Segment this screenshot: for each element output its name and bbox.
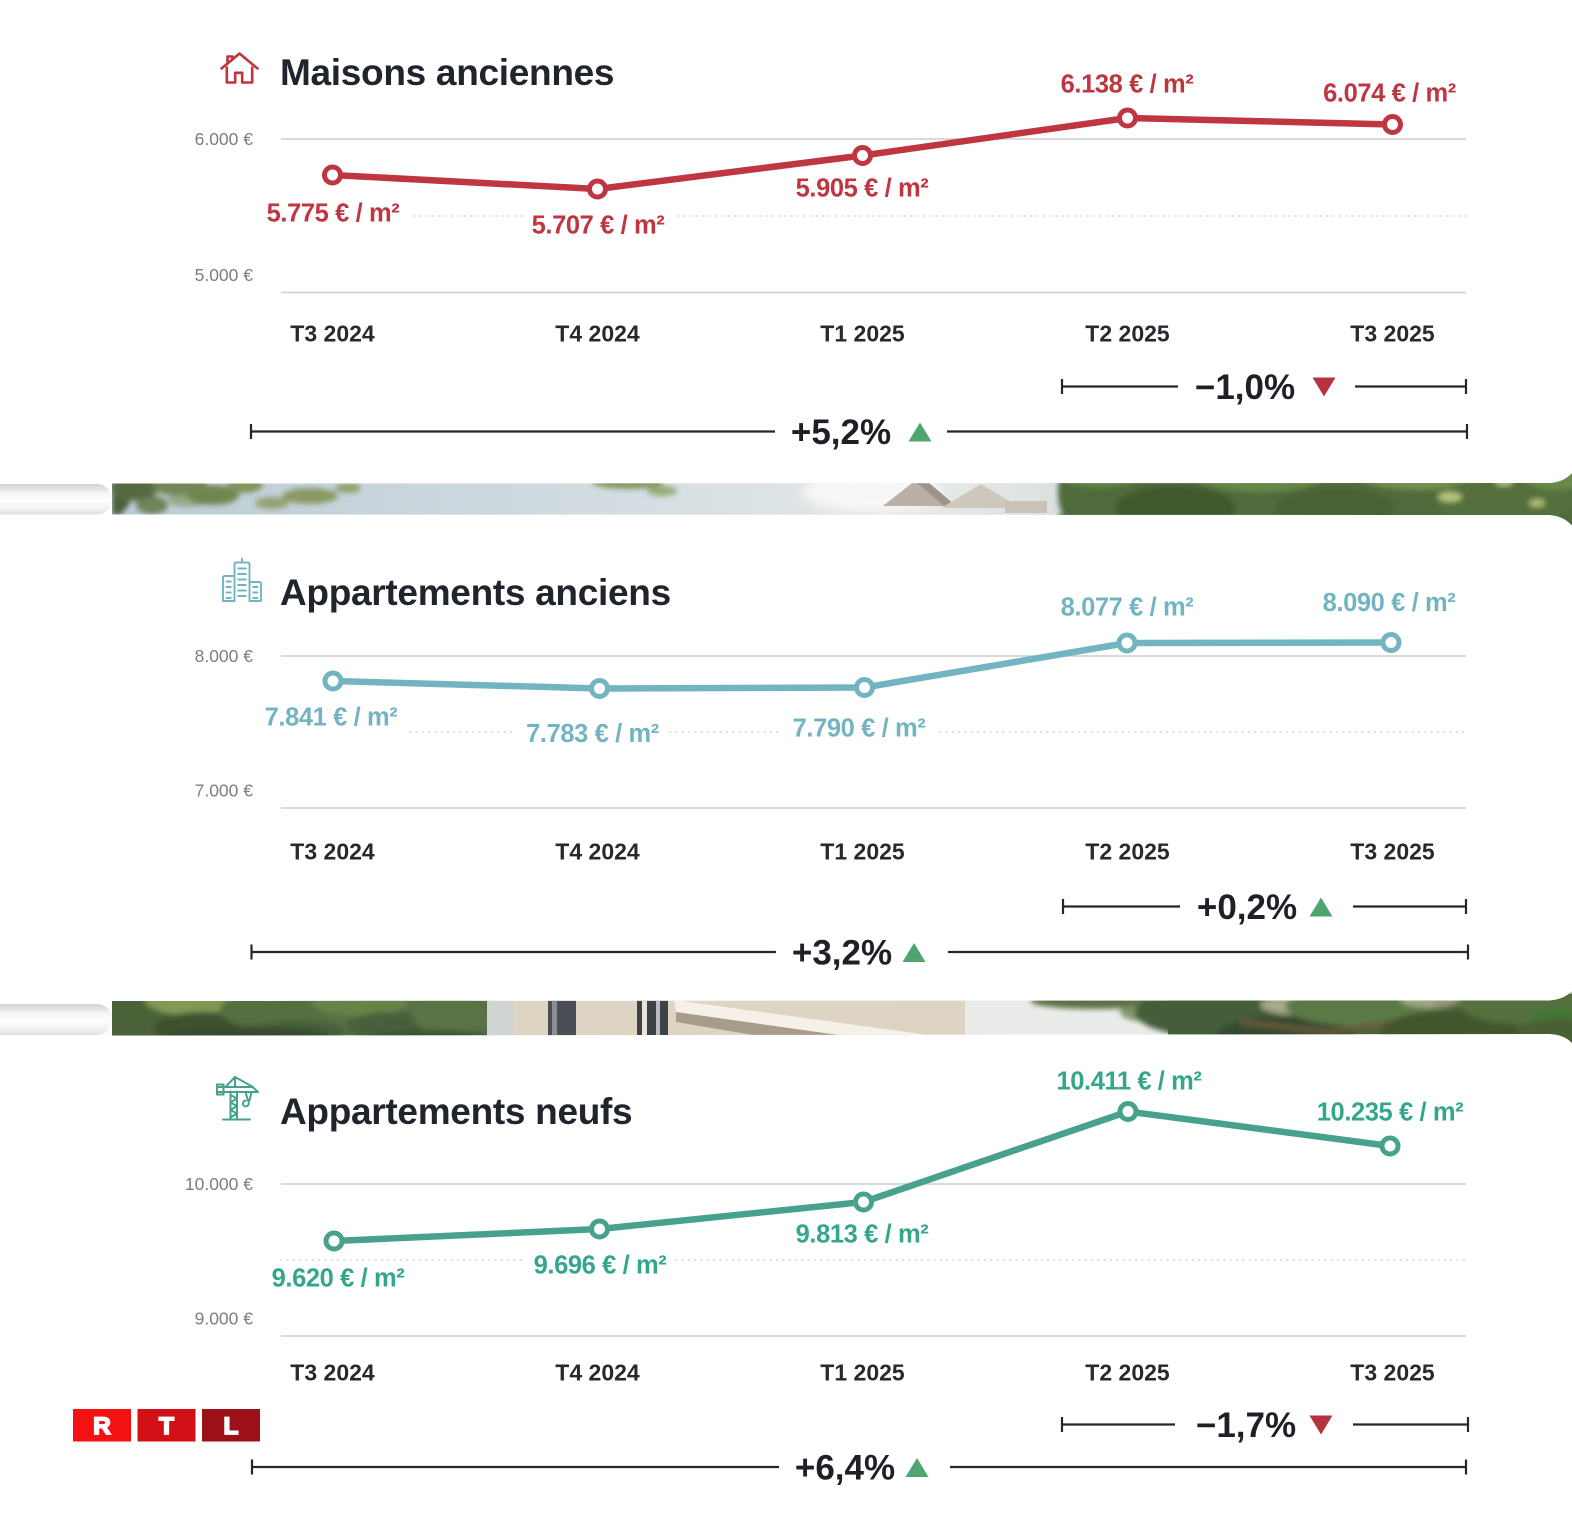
svg-text:T1 2025: T1 2025 xyxy=(820,839,905,865)
svg-text:8.090 € / m²: 8.090 € / m² xyxy=(1323,589,1456,617)
svg-text:T3 2024: T3 2024 xyxy=(290,839,375,865)
svg-text:10.411 € / m²: 10.411 € / m² xyxy=(1056,1068,1201,1096)
svg-text:9.620 € / m²: 9.620 € / m² xyxy=(272,1265,405,1293)
svg-text:+5,2%: +5,2% xyxy=(791,413,891,452)
svg-text:T3 2025: T3 2025 xyxy=(1350,321,1435,347)
svg-text:+6,4%: +6,4% xyxy=(795,1449,895,1488)
svg-text:+3,2%: +3,2% xyxy=(792,934,892,973)
svg-text:L: L xyxy=(224,1413,239,1440)
svg-text:T4 2024: T4 2024 xyxy=(555,839,640,865)
svg-text:9.000 €: 9.000 € xyxy=(195,1309,254,1329)
svg-text:7.790 € / m²: 7.790 € / m² xyxy=(793,715,926,743)
svg-text:7.783 € / m²: 7.783 € / m² xyxy=(526,720,659,748)
svg-text:T3 2025: T3 2025 xyxy=(1350,1360,1435,1386)
svg-text:T3 2024: T3 2024 xyxy=(290,321,375,347)
svg-text:−1,7%: −1,7% xyxy=(1196,1406,1296,1445)
svg-text:T1 2025: T1 2025 xyxy=(820,1360,905,1386)
svg-text:8.000 €: 8.000 € xyxy=(195,646,254,666)
svg-text:T3 2024: T3 2024 xyxy=(290,1360,375,1386)
svg-text:R: R xyxy=(93,1413,111,1440)
svg-text:Maisons anciennes: Maisons anciennes xyxy=(280,52,614,93)
svg-text:5.775 € / m²: 5.775 € / m² xyxy=(267,200,400,228)
svg-text:T3 2025: T3 2025 xyxy=(1350,839,1435,865)
svg-text:7.841 € / m²: 7.841 € / m² xyxy=(265,704,398,732)
svg-text:9.696 € / m²: 9.696 € / m² xyxy=(534,1252,667,1280)
svg-text:Appartements anciens: Appartements anciens xyxy=(280,572,671,613)
svg-text:8.077 € / m²: 8.077 € / m² xyxy=(1061,594,1194,622)
svg-text:T: T xyxy=(159,1413,174,1440)
svg-text:10.000 €: 10.000 € xyxy=(185,1174,253,1194)
svg-text:6.138 € / m²: 6.138 € / m² xyxy=(1061,71,1194,99)
svg-text:T2 2025: T2 2025 xyxy=(1085,321,1170,347)
svg-text:T4 2024: T4 2024 xyxy=(555,1360,640,1386)
svg-text:−1,0%: −1,0% xyxy=(1195,368,1295,407)
svg-text:T2 2025: T2 2025 xyxy=(1085,839,1170,865)
svg-text:+0,2%: +0,2% xyxy=(1197,888,1297,927)
svg-text:6.000 €: 6.000 € xyxy=(195,129,254,149)
svg-text:T4 2024: T4 2024 xyxy=(555,321,640,347)
svg-text:9.813 € / m²: 9.813 € / m² xyxy=(796,1221,929,1249)
svg-text:T2 2025: T2 2025 xyxy=(1085,1360,1170,1386)
svg-text:Appartements neufs: Appartements neufs xyxy=(280,1091,632,1132)
svg-text:5.707 € / m²: 5.707 € / m² xyxy=(532,212,665,240)
svg-text:10.235 € / m²: 10.235 € / m² xyxy=(1317,1099,1463,1127)
svg-text:T1 2025: T1 2025 xyxy=(820,321,905,347)
svg-text:7.000 €: 7.000 € xyxy=(195,781,254,801)
svg-text:5.000 €: 5.000 € xyxy=(195,265,254,285)
svg-text:6.074 € / m²: 6.074 € / m² xyxy=(1323,80,1456,108)
svg-text:5.905 € / m²: 5.905 € / m² xyxy=(796,175,929,203)
